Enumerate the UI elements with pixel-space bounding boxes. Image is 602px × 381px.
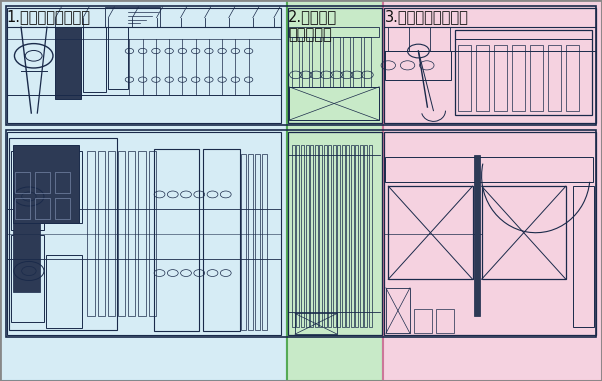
Bar bbox=[512, 45, 525, 110]
Bar bbox=[288, 8, 382, 123]
Bar bbox=[364, 145, 367, 327]
Bar bbox=[248, 154, 253, 330]
Bar bbox=[458, 45, 471, 110]
Bar bbox=[105, 7, 160, 27]
Bar bbox=[337, 145, 340, 327]
Bar bbox=[46, 151, 82, 223]
Bar bbox=[482, 186, 566, 279]
Bar bbox=[385, 51, 452, 80]
Bar bbox=[55, 171, 70, 192]
Bar bbox=[566, 45, 579, 110]
Bar bbox=[108, 151, 115, 317]
Bar bbox=[343, 37, 350, 87]
Bar bbox=[323, 37, 330, 87]
Bar bbox=[414, 309, 432, 333]
Bar bbox=[118, 151, 125, 317]
Bar bbox=[11, 151, 44, 230]
Bar bbox=[108, 27, 128, 89]
Bar bbox=[241, 154, 246, 330]
Bar bbox=[350, 145, 353, 327]
Bar bbox=[288, 132, 382, 335]
Bar bbox=[314, 145, 317, 327]
Bar bbox=[98, 151, 105, 317]
Bar bbox=[494, 45, 507, 110]
Bar bbox=[149, 151, 156, 317]
Bar bbox=[436, 309, 454, 333]
Bar bbox=[7, 8, 281, 123]
Bar bbox=[319, 145, 322, 327]
Bar bbox=[323, 145, 326, 327]
Bar bbox=[154, 149, 199, 331]
Bar bbox=[328, 145, 331, 327]
Bar bbox=[332, 145, 335, 327]
Bar bbox=[305, 145, 308, 327]
Bar bbox=[333, 37, 340, 87]
Bar bbox=[35, 198, 50, 219]
Bar bbox=[530, 45, 543, 110]
Bar bbox=[385, 157, 593, 182]
Bar bbox=[295, 314, 337, 334]
Bar bbox=[296, 145, 299, 327]
Bar bbox=[383, 0, 602, 381]
Bar bbox=[289, 27, 379, 37]
Bar bbox=[301, 145, 304, 327]
Bar bbox=[287, 0, 383, 381]
Bar bbox=[548, 45, 561, 110]
Bar bbox=[292, 37, 299, 87]
Bar bbox=[83, 27, 106, 91]
Bar bbox=[310, 145, 313, 327]
Bar bbox=[384, 8, 596, 123]
Text: 1.コイルフィーダー: 1.コイルフィーダー bbox=[6, 10, 90, 24]
Bar bbox=[368, 145, 371, 327]
Bar bbox=[255, 154, 260, 330]
Bar bbox=[341, 145, 344, 327]
Bar bbox=[0, 0, 287, 381]
Bar bbox=[359, 145, 362, 327]
Bar bbox=[203, 149, 240, 331]
Bar bbox=[312, 37, 320, 87]
Text: 3.ロボットパイラー: 3.ロボットパイラー bbox=[385, 10, 469, 24]
Bar bbox=[128, 151, 135, 317]
Bar bbox=[355, 145, 358, 327]
Bar bbox=[55, 198, 70, 219]
Bar bbox=[573, 186, 594, 327]
Bar bbox=[388, 186, 473, 279]
Bar bbox=[138, 151, 146, 317]
Bar bbox=[13, 184, 40, 292]
Bar bbox=[6, 6, 596, 125]
Bar bbox=[87, 151, 95, 317]
Bar bbox=[46, 255, 82, 328]
Bar bbox=[6, 130, 596, 337]
Bar bbox=[292, 145, 295, 327]
Bar bbox=[476, 45, 489, 110]
Bar bbox=[302, 37, 309, 87]
Bar bbox=[289, 87, 379, 120]
Bar bbox=[384, 132, 596, 335]
Bar bbox=[474, 155, 480, 317]
Bar bbox=[35, 171, 50, 192]
Bar bbox=[386, 288, 410, 333]
Text: 2.レーザー
カット装置: 2.レーザー カット装置 bbox=[288, 10, 338, 42]
Bar bbox=[353, 37, 361, 87]
Bar bbox=[13, 145, 79, 223]
Bar bbox=[15, 171, 30, 192]
Bar bbox=[55, 27, 81, 99]
Bar bbox=[9, 138, 117, 330]
Bar bbox=[346, 145, 349, 327]
Bar bbox=[262, 154, 267, 330]
Bar bbox=[7, 132, 281, 335]
Bar bbox=[15, 198, 30, 219]
Bar bbox=[364, 37, 371, 87]
Bar bbox=[455, 30, 592, 115]
Bar bbox=[11, 235, 44, 322]
